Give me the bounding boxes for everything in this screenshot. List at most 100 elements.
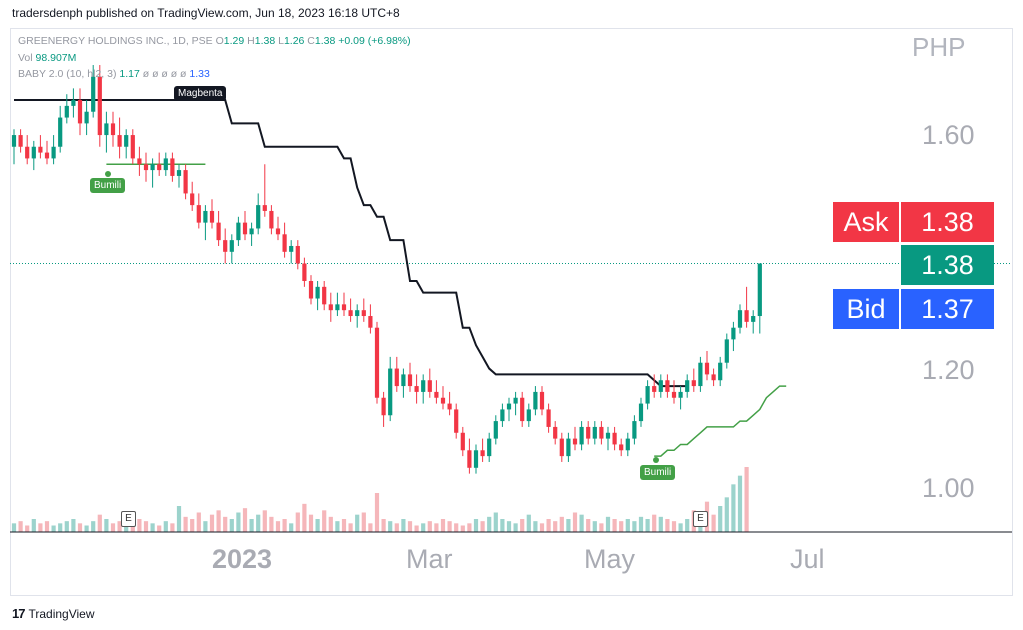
candle-body (691, 380, 696, 387)
candle-body (757, 263, 762, 317)
volume-bar (671, 521, 677, 532)
candle (295, 240, 300, 270)
candle (460, 426, 465, 457)
candle-body (11, 135, 17, 147)
candle (421, 374, 426, 404)
candle (678, 386, 683, 410)
volume-bar (262, 510, 267, 532)
candle (71, 88, 76, 118)
volume-bar (566, 519, 571, 532)
volume-bar (157, 525, 162, 532)
volume-bar (322, 510, 327, 532)
legend-high: 1.38 (254, 35, 276, 47)
volume-bar (440, 519, 446, 532)
candle-body (480, 450, 485, 457)
volume-bar (652, 514, 657, 532)
candle-body (724, 339, 729, 363)
candle-body (163, 158, 168, 171)
earnings-badge-1[interactable]: E (121, 511, 136, 527)
x-tick-mar: Mar (406, 544, 453, 574)
bumili-marker-2 (653, 457, 659, 463)
legend-vol-value: 98.907M (35, 52, 77, 64)
candle (104, 111, 109, 153)
volume-bar (374, 493, 380, 532)
volume-bar (249, 519, 254, 532)
candle (302, 257, 307, 287)
candle-body (546, 409, 551, 427)
volume-bar (658, 516, 663, 532)
volume-bar (361, 512, 366, 532)
volume-bar (209, 514, 215, 532)
volume-bar (460, 525, 465, 532)
candle (500, 403, 505, 427)
candle (447, 391, 452, 416)
volume-bar (97, 514, 102, 532)
ask-price: 1.38 (901, 202, 994, 242)
candle (757, 263, 762, 334)
y-tick-3: 1.20 (922, 355, 975, 385)
magbenta-line (14, 99, 688, 388)
volume-bar (110, 523, 116, 532)
candle-body (605, 432, 611, 439)
candles (11, 65, 762, 474)
volume-bar (38, 523, 43, 532)
candle (401, 368, 406, 398)
bid-label: Bid (833, 289, 899, 329)
candle (526, 403, 531, 427)
bumili-tag-2[interactable]: Bumili (640, 465, 676, 480)
volume-bar (388, 521, 393, 532)
candle-body (262, 205, 267, 211)
volume-bar (269, 516, 274, 532)
candle (737, 304, 743, 334)
candle-body (170, 158, 175, 176)
candle (163, 152, 168, 176)
candle-body (183, 170, 188, 194)
candle (698, 356, 703, 392)
x-tick-2023: 2023 (212, 544, 273, 574)
volume-bar (150, 523, 155, 532)
volume-bar (44, 521, 50, 532)
legend-indicator-name: BABY 2.0 (10, hl2, 3) (18, 68, 117, 80)
volume-bar (401, 519, 406, 532)
legend-vol-label: Vol (18, 52, 33, 64)
candle (209, 199, 215, 229)
candle (110, 111, 116, 147)
candle (599, 421, 604, 445)
candle-body (289, 245, 294, 252)
volume-bar (427, 521, 432, 532)
volume-bar (520, 519, 525, 532)
legend-change: +0.09 (+6.98%) (338, 35, 411, 47)
volume-bar (302, 503, 307, 532)
candle (473, 444, 479, 474)
candle-body (18, 135, 23, 147)
volume-bar (341, 519, 347, 532)
candle (341, 292, 347, 317)
volume-bar (612, 519, 617, 532)
volume-bar (275, 521, 281, 532)
candle-body (374, 327, 380, 398)
volume-bar (236, 512, 241, 532)
volume-bar (559, 516, 564, 532)
candle-body (229, 240, 234, 252)
volume-bar (64, 521, 69, 532)
volume-bar (592, 521, 597, 532)
bumili-tag-1[interactable]: Bumili (90, 178, 126, 193)
volume-bar (605, 516, 611, 532)
volume-bar (487, 516, 492, 532)
candle (38, 135, 43, 159)
candle (11, 129, 17, 165)
candle (77, 88, 83, 136)
magbenta-tag[interactable]: Magbenta (174, 86, 227, 101)
candle-body (427, 380, 432, 392)
candle (546, 403, 551, 433)
candle-body (348, 310, 353, 317)
candle-body (394, 368, 399, 387)
candle-body (473, 450, 479, 468)
volume-bar (737, 475, 743, 532)
volume-bar (308, 514, 314, 532)
footer-brand[interactable]: 17 TradingView (12, 606, 95, 621)
candle (223, 228, 228, 264)
earnings-badge-2[interactable]: E (693, 511, 708, 527)
candle (480, 438, 485, 462)
candle (269, 205, 274, 235)
